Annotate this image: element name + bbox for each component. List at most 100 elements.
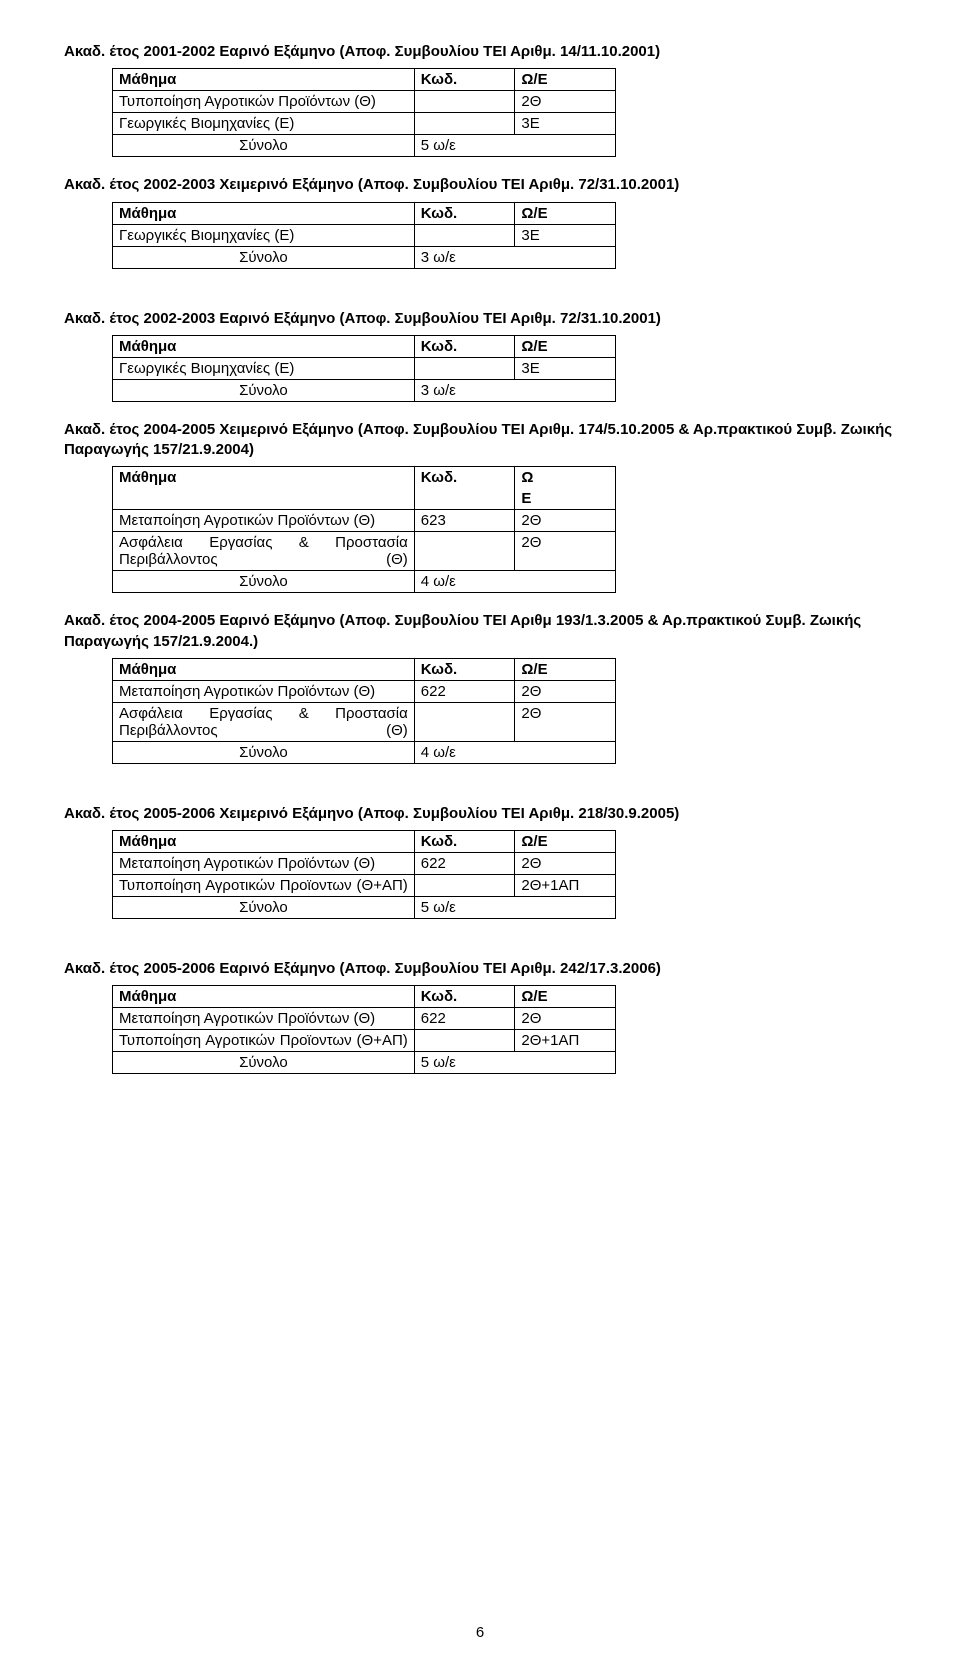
sum-value: 4 ω/ε bbox=[414, 571, 615, 593]
col-hours: Ω/Ε bbox=[515, 69, 616, 91]
col-code: Κωδ. bbox=[414, 986, 515, 1008]
sum-row: Σύνολο 3 ω/ε bbox=[113, 379, 616, 401]
cell-code bbox=[414, 875, 515, 897]
cell-course: Γεωργικές Βιομηχανίες (Ε) bbox=[113, 113, 415, 135]
table-row: Τυποποίηση Αγροτικών Προϊοντων (Θ+ΑΠ) 2Θ… bbox=[113, 875, 616, 897]
course-table: Μάθημα Κωδ. Ω/Ε Μεταποίηση Αγροτικών Προ… bbox=[112, 658, 616, 764]
table-wrapper: Μάθημα Κωδ. Ω/Ε Τυποποίηση Αγροτικών Προ… bbox=[112, 68, 616, 157]
course-table: Μάθημα Κωδ. Ω/Ε Μεταποίηση Αγροτικών Προ… bbox=[112, 985, 616, 1074]
table-wrapper: Μάθημα Κωδ. Ω/Ε Μεταποίηση Αγροτικών Προ… bbox=[112, 658, 616, 764]
col-code: Κωδ. bbox=[414, 831, 515, 853]
cell-course: Μεταποίηση Αγροτικών Προϊόντων (Θ) bbox=[113, 1008, 415, 1030]
course-table: Μάθημα Κωδ. Ω/Ε Γεωργικές Βιομηχανίες (Ε… bbox=[112, 335, 616, 402]
table-header: Μάθημα Κωδ. Ω/Ε bbox=[113, 202, 616, 224]
cell-course: Γεωργικές Βιομηχανίες (Ε) bbox=[113, 224, 415, 246]
cell-hours: 2Θ bbox=[515, 510, 616, 532]
table-header: Μάθημα Κωδ. Ω/Ε bbox=[113, 658, 616, 680]
sum-value: 4 ω/ε bbox=[414, 741, 615, 763]
cell-code bbox=[414, 357, 515, 379]
col-course: Μάθημα bbox=[113, 831, 415, 853]
cell-code: 622 bbox=[414, 680, 515, 702]
cell-course: Μεταποίηση Αγροτικών Προϊόντων (Θ) bbox=[113, 680, 415, 702]
sum-label: Σύνολο bbox=[113, 135, 415, 157]
table-wrapper: Μάθημα Κωδ. Ω Ε Μεταποίηση Αγροτικών Προ… bbox=[112, 466, 616, 593]
table-header: Μάθημα Κωδ. Ω/Ε bbox=[113, 986, 616, 1008]
col-code: Κωδ. bbox=[414, 335, 515, 357]
cell-hours: 3Ε bbox=[515, 113, 616, 135]
table-row: Γεωργικές Βιομηχανίες (Ε) 3Ε bbox=[113, 357, 616, 379]
table-row: Γεωργικές Βιομηχανίες (Ε) 3Ε bbox=[113, 113, 616, 135]
col-code: Κωδ. bbox=[414, 467, 515, 510]
table-header: Μάθημα Κωδ. Ω/Ε bbox=[113, 831, 616, 853]
col-code: Κωδ. bbox=[414, 658, 515, 680]
cell-course: Γεωργικές Βιομηχανίες (Ε) bbox=[113, 357, 415, 379]
page: Ακαδ. έτος 2001-2002 Εαρινό Εξάμηνο (Απο… bbox=[0, 0, 960, 1659]
cell-code: 622 bbox=[414, 853, 515, 875]
cell-code bbox=[414, 224, 515, 246]
cell-hours: 2Θ+1ΑΠ bbox=[515, 1030, 616, 1052]
course-table: Μάθημα Κωδ. Ω Ε Μεταποίηση Αγροτικών Προ… bbox=[112, 466, 616, 593]
section-title: Ακαδ. έτος 2002-2003 Εαρινό Εξάμηνο (Απο… bbox=[64, 309, 896, 329]
col-hours: Ω/Ε bbox=[515, 335, 616, 357]
cell-code: 622 bbox=[414, 1008, 515, 1030]
course-table: Μάθημα Κωδ. Ω/Ε Γεωργικές Βιομηχανίες (Ε… bbox=[112, 202, 616, 269]
cell-hours: 3Ε bbox=[515, 357, 616, 379]
cell-hours: 2Θ bbox=[515, 853, 616, 875]
sum-label: Σύνολο bbox=[113, 1052, 415, 1074]
cell-course: Τυποποίηση Αγροτικών Προϊοντων (Θ+ΑΠ) bbox=[113, 1030, 415, 1052]
col-code: Κωδ. bbox=[414, 202, 515, 224]
section-title: Ακαδ. έτος 2005-2006 Εαρινό Εξάμηνο (Απο… bbox=[64, 959, 896, 979]
cell-course: Μεταποίηση Αγροτικών Προϊόντων (Θ) bbox=[113, 853, 415, 875]
cell-hours: 2Θ bbox=[515, 680, 616, 702]
table-row: Μεταποίηση Αγροτικών Προϊόντων (Θ) 622 2… bbox=[113, 853, 616, 875]
col-course: Μάθημα bbox=[113, 202, 415, 224]
cell-code bbox=[414, 702, 515, 741]
cell-code: 623 bbox=[414, 510, 515, 532]
table-row: Γεωργικές Βιομηχανίες (Ε) 3Ε bbox=[113, 224, 616, 246]
sum-row: Σύνολο 4 ω/ε bbox=[113, 571, 616, 593]
cell-hours: 2Θ bbox=[515, 532, 616, 571]
cell-code bbox=[414, 532, 515, 571]
col-hours: Ω/Ε bbox=[515, 658, 616, 680]
col-course: Μάθημα bbox=[113, 986, 415, 1008]
section-title: Ακαδ. έτος 2004-2005 Εαρινό Εξάμηνο (Απο… bbox=[64, 611, 896, 652]
col-course: Μάθημα bbox=[113, 467, 415, 510]
cell-code bbox=[414, 1030, 515, 1052]
cell-hours: 2Θ bbox=[515, 1008, 616, 1030]
cell-course: Μεταποίηση Αγροτικών Προϊόντων (Θ) bbox=[113, 510, 415, 532]
table-row: Τυποποίηση Αγροτικών Προϊόντων (Θ) 2Θ bbox=[113, 91, 616, 113]
table-row: Ασφάλεια Εργασίας & Προστασία Περιβάλλον… bbox=[113, 702, 616, 741]
section-title: Ακαδ. έτος 2001-2002 Εαρινό Εξάμηνο (Απο… bbox=[64, 42, 896, 62]
sum-row: Σύνολο 3 ω/ε bbox=[113, 246, 616, 268]
table-wrapper: Μάθημα Κωδ. Ω/Ε Γεωργικές Βιομηχανίες (Ε… bbox=[112, 335, 616, 402]
table-wrapper: Μάθημα Κωδ. Ω/Ε Μεταποίηση Αγροτικών Προ… bbox=[112, 985, 616, 1074]
sum-value: 5 ω/ε bbox=[414, 135, 615, 157]
course-table: Μάθημα Κωδ. Ω/Ε Μεταποίηση Αγροτικών Προ… bbox=[112, 830, 616, 919]
cell-course: Ασφάλεια Εργασίας & Προστασία Περιβάλλον… bbox=[113, 702, 415, 741]
cell-hours: 2Θ bbox=[515, 702, 616, 741]
col-hours: Ω/Ε bbox=[515, 986, 616, 1008]
table-header: Μάθημα Κωδ. Ω/Ε bbox=[113, 69, 616, 91]
page-number: 6 bbox=[0, 1624, 960, 1641]
sum-label: Σύνολο bbox=[113, 571, 415, 593]
cell-hours: 2Θ bbox=[515, 91, 616, 113]
col-course: Μάθημα bbox=[113, 658, 415, 680]
col-course: Μάθημα bbox=[113, 335, 415, 357]
sum-label: Σύνολο bbox=[113, 741, 415, 763]
table-header: Μάθημα Κωδ. Ω bbox=[113, 467, 616, 489]
cell-course: Ασφάλεια Εργασίας & Προστασία Περιβάλλον… bbox=[113, 532, 415, 571]
course-table: Μάθημα Κωδ. Ω/Ε Τυποποίηση Αγροτικών Προ… bbox=[112, 68, 616, 157]
cell-hours: 3Ε bbox=[515, 224, 616, 246]
col-hours-bottom: Ε bbox=[515, 488, 616, 510]
sum-row: Σύνολο 5 ω/ε bbox=[113, 135, 616, 157]
sum-row: Σύνολο 5 ω/ε bbox=[113, 1052, 616, 1074]
col-hours-top: Ω bbox=[515, 467, 616, 489]
sum-label: Σύνολο bbox=[113, 379, 415, 401]
sum-row: Σύνολο 5 ω/ε bbox=[113, 897, 616, 919]
table-row: Τυποποίηση Αγροτικών Προϊοντων (Θ+ΑΠ) 2Θ… bbox=[113, 1030, 616, 1052]
cell-code bbox=[414, 91, 515, 113]
table-row: Μεταποίηση Αγροτικών Προϊόντων (Θ) 622 2… bbox=[113, 680, 616, 702]
sum-value: 3 ω/ε bbox=[414, 246, 615, 268]
cell-course: Τυποποίηση Αγροτικών Προϊοντων (Θ+ΑΠ) bbox=[113, 875, 415, 897]
sum-row: Σύνολο 4 ω/ε bbox=[113, 741, 616, 763]
